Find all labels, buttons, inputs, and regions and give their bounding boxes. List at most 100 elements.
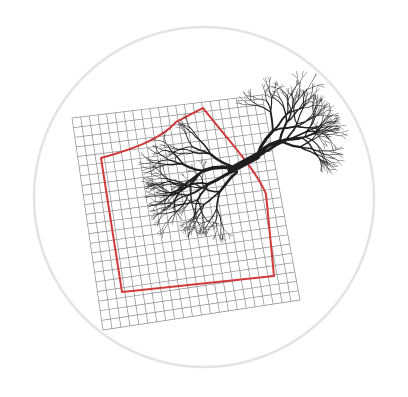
branch-segment [171,206,174,209]
branch-segment [219,215,222,222]
branch-segment [335,126,337,129]
branch-segment [341,148,344,149]
branch-segment [328,170,331,173]
branch-segment [179,217,181,219]
branch-segment [180,125,183,128]
branch-segment [290,93,292,95]
branch-segment [186,136,189,141]
branch-segment [295,84,297,88]
branch-segment [185,133,188,137]
branch-segment [191,217,194,222]
branch-segment [158,229,161,233]
branch-segment [243,91,245,94]
branch-segment [164,145,168,148]
branch-segment [208,189,216,193]
branch-segment [182,180,185,182]
branch-segment [282,103,285,109]
branch-segment [313,136,318,140]
branch-segment [189,222,191,225]
branch-segment [175,180,177,182]
branch-segment [155,192,158,194]
grid-line [94,243,290,273]
branch-segment [292,89,295,92]
branch-segment [236,101,239,103]
branch-segment [334,134,339,136]
branch-segment [177,196,184,200]
branch-segment [172,183,179,186]
branch-segment [146,187,149,189]
branch-segment [148,179,152,181]
branch-segment [310,92,313,97]
branch-segment [308,138,315,142]
branch-segment [315,98,317,101]
branch-segment [315,113,319,117]
branch-segment [309,92,312,94]
branch-segment [322,110,324,113]
branch-segment [203,215,206,220]
branch-segment [155,171,157,174]
branch-segment [173,206,175,209]
branch-segment [284,138,293,142]
branch-segment [160,209,164,213]
branch-segment [173,206,176,208]
branch-segment [316,102,318,106]
branch-segment [266,88,269,91]
branch-segment [321,107,324,110]
branch-segment [188,170,190,171]
branch-segment [166,201,168,204]
branch-segment [304,102,309,106]
branch-segment [161,165,163,168]
branch-segment [162,132,165,135]
branch-segment [215,223,218,228]
branch-segment [246,102,250,105]
branch-segment [166,193,168,196]
branch-segment [137,163,141,165]
branch-segment [174,193,179,200]
branch-segment [316,89,319,92]
branch-segment [336,112,339,114]
branch-segment [165,202,170,205]
branch-segment [324,144,327,146]
branch-segment [319,109,323,112]
branch-segment [208,227,211,229]
branch-segment [307,87,312,90]
branch-segment [167,195,172,198]
branch-segment [182,123,185,126]
branch-segment [215,231,217,234]
branch-segment [148,170,152,173]
grid-line [209,101,247,309]
branch-segment [177,181,180,184]
branch-segment [179,216,181,219]
branch-segment [175,155,179,158]
branch-segment [145,182,148,184]
branch-segment [154,205,156,208]
branch-segment [307,98,311,103]
branch-segment [193,132,197,137]
branch-segment [194,219,198,223]
branch-segment [171,146,174,148]
branch-segment [189,143,194,148]
branch-segment [248,98,250,100]
branch-segment [302,92,304,95]
branch-segment [269,111,273,120]
branch-segment [296,84,299,86]
branch-segment [296,77,299,82]
branch-segment [178,182,181,184]
branch-segment [322,143,325,145]
branch-segment [317,156,321,161]
branch-segment [184,127,188,130]
branch-segment [257,105,264,108]
branch-segment [195,172,199,175]
branch-segment [177,205,183,211]
branch-segment [269,78,271,81]
branch-segment [247,91,249,94]
branch-segment [293,75,296,77]
branch-segment [181,213,183,215]
branch-segment [333,163,336,165]
branch-segment [155,187,159,189]
branch-segment [193,214,195,217]
branch-segment [160,228,163,231]
branch-segment [197,211,202,217]
branch-segment [208,229,212,231]
branch-segment [267,90,270,92]
